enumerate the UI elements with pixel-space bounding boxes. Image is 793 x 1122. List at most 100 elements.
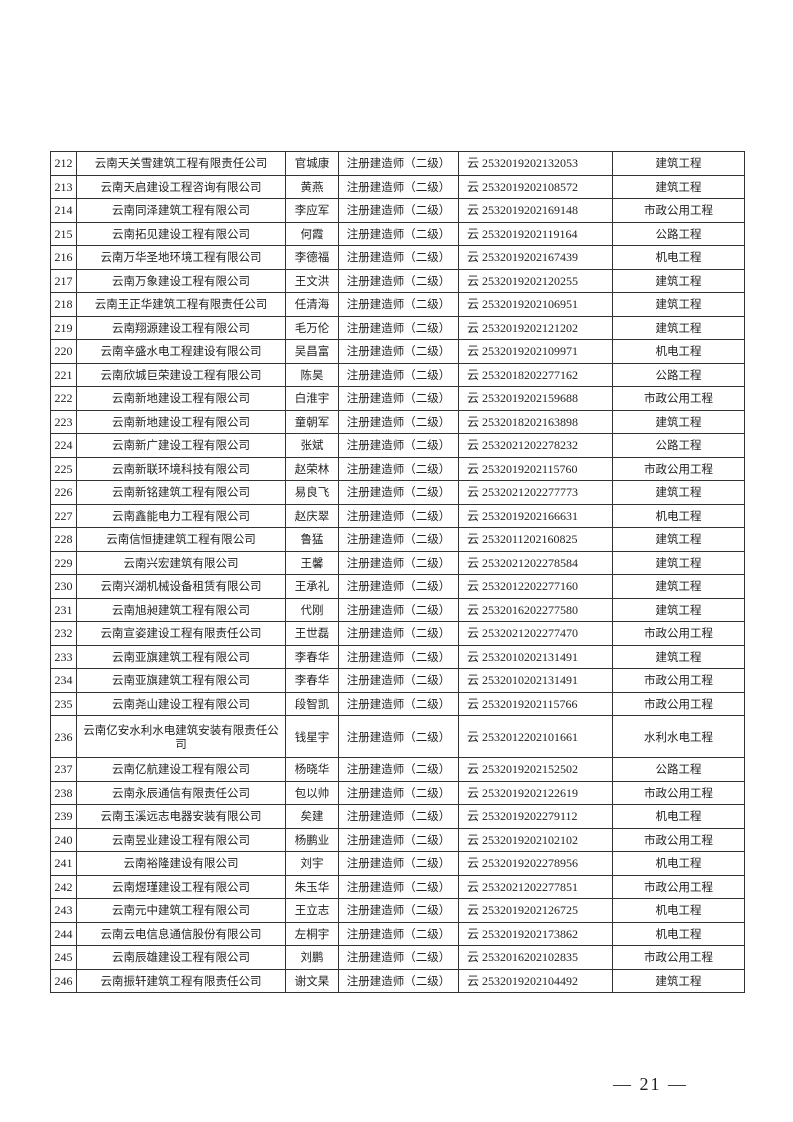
person-name: 毛万伦 <box>285 315 339 340</box>
qualification: 注册建造师（二级） <box>338 550 459 575</box>
company-name: 云南辛盛水电工程建设有限公司 <box>76 339 286 364</box>
person-name: 杨鹏业 <box>285 827 339 852</box>
table-row: 226 云南新铭建筑工程有限公司 易良飞 注册建造师（二级）云 25320212022… <box>50 480 745 505</box>
row-number: 225 <box>50 456 77 481</box>
specialty: 市政公用工程 <box>612 780 745 805</box>
qualification: 注册建造师（二级） <box>338 174 459 199</box>
certificate-number: 云 2532018202163898 <box>458 409 613 434</box>
specialty: 公路工程 <box>612 362 745 387</box>
certificate-number: 云 2532019202102102 <box>458 827 613 852</box>
row-number: 224 <box>50 433 77 458</box>
table-row: 236 云南亿安水利水电建筑安装有限责任公司 钱星宇 注册建造师（二级）云 25320… <box>50 715 745 758</box>
person-name: 易良飞 <box>285 480 339 505</box>
person-name: 刘鹏 <box>285 945 339 970</box>
qualification: 注册建造师（二级） <box>338 780 459 805</box>
table-row: 216 云南万华圣地环境工程有限公司 李德福 注册建造师（二级）云 253201920… <box>50 245 745 270</box>
company-name: 云南翔源建设工程有限公司 <box>76 315 286 340</box>
table-row: 230 云南兴湖机械设备租赁有限公司 王承礼 注册建造师（二级）云 253201220… <box>50 574 745 599</box>
table-row: 244 云南云电信息通信股份有限公司 左桐宇 注册建造师（二级）云 253201920… <box>50 921 745 946</box>
specialty: 建筑工程 <box>612 574 745 599</box>
company-name: 云南永辰通信有限责任公司 <box>76 780 286 805</box>
table-row: 219 云南翔源建设工程有限公司 毛万伦 注册建造师（二级）云 25320192021… <box>50 315 745 340</box>
qualification: 注册建造师（二级） <box>338 292 459 317</box>
certificate-number: 云 2532019202121202 <box>458 315 613 340</box>
specialty: 建筑工程 <box>612 597 745 622</box>
certificate-number: 云 2532019202120255 <box>458 268 613 293</box>
company-name: 云南亚旗建筑工程有限公司 <box>76 668 286 693</box>
row-number: 234 <box>50 668 77 693</box>
row-number: 233 <box>50 644 77 669</box>
company-name: 云南亚旗建筑工程有限公司 <box>76 644 286 669</box>
person-name: 矣建 <box>285 804 339 829</box>
person-name: 陈昊 <box>285 362 339 387</box>
table-row: 246 云南振轩建筑工程有限责任公司 谢文杲 注册建造师（二级）云 253201920… <box>50 968 745 993</box>
company-name: 云南天启建设工程咨询有限公司 <box>76 174 286 199</box>
certificate-number: 云 2532019202126725 <box>458 898 613 923</box>
company-name: 云南尧山建设工程有限公司 <box>76 691 286 716</box>
company-name: 云南振轩建筑工程有限责任公司 <box>76 968 286 993</box>
specialty: 机电工程 <box>612 339 745 364</box>
row-number: 229 <box>50 550 77 575</box>
person-name: 赵荣林 <box>285 456 339 481</box>
company-name: 云南煜瑾建设工程有限公司 <box>76 874 286 899</box>
company-name: 云南欣城巨荣建设工程有限公司 <box>76 362 286 387</box>
row-number: 245 <box>50 945 77 970</box>
certificate-number: 云 2532012202277160 <box>458 574 613 599</box>
row-number: 222 <box>50 386 77 411</box>
table-row: 215 云南拓见建设工程有限公司 何霞 注册建造师（二级）云 253201920211… <box>50 221 745 246</box>
company-name: 云南玉溪远志电器安装有限公司 <box>76 804 286 829</box>
qualification: 注册建造师（二级） <box>338 503 459 528</box>
company-name: 云南拓见建设工程有限公司 <box>76 221 286 246</box>
qualification: 注册建造师（二级） <box>338 898 459 923</box>
company-name: 云南辰雄建设工程有限公司 <box>76 945 286 970</box>
specialty: 市政公用工程 <box>612 386 745 411</box>
specialty: 建筑工程 <box>612 527 745 552</box>
row-number: 227 <box>50 503 77 528</box>
row-number: 240 <box>50 827 77 852</box>
person-name: 李德福 <box>285 245 339 270</box>
row-number: 212 <box>50 151 77 176</box>
specialty: 建筑工程 <box>612 644 745 669</box>
person-name: 李春华 <box>285 668 339 693</box>
qualification: 注册建造师（二级） <box>338 644 459 669</box>
row-number: 226 <box>50 480 77 505</box>
table-row: 231 云南旭昶建筑工程有限公司 代刚 注册建造师（二级）云 253201620227… <box>50 597 745 622</box>
certificate-number: 云 2532016202102835 <box>458 945 613 970</box>
certificate-number: 云 2532021202277470 <box>458 621 613 646</box>
specialty: 机电工程 <box>612 851 745 876</box>
qualification: 注册建造师（二级） <box>338 597 459 622</box>
qualification: 注册建造师（二级） <box>338 945 459 970</box>
specialty: 建筑工程 <box>612 151 745 176</box>
certificate-number: 云 2532019202279112 <box>458 804 613 829</box>
certificate-number: 云 2532021202277773 <box>458 480 613 505</box>
specialty: 市政公用工程 <box>612 198 745 223</box>
row-number: 216 <box>50 245 77 270</box>
table-row: 235 云南尧山建设工程有限公司 段智凯 注册建造师（二级）云 25320192021… <box>50 691 745 716</box>
person-name: 包以帅 <box>285 780 339 805</box>
qualification: 注册建造师（二级） <box>338 409 459 434</box>
row-number: 219 <box>50 315 77 340</box>
qualification: 注册建造师（二级） <box>338 691 459 716</box>
qualification: 注册建造师（二级） <box>338 480 459 505</box>
row-number: 241 <box>50 851 77 876</box>
table-row: 218 云南王正华建筑工程有限责任公司 任清海 注册建造师（二级）云 25320192… <box>50 292 745 317</box>
certificate-number: 云 2532019202278956 <box>458 851 613 876</box>
row-number: 244 <box>50 921 77 946</box>
table-row: 220 云南辛盛水电工程建设有限公司 吴昌富 注册建造师（二级）云 253201920… <box>50 339 745 364</box>
certificate-number: 云 2532019202167439 <box>458 245 613 270</box>
row-number: 232 <box>50 621 77 646</box>
certificate-number: 云 2532021202277851 <box>458 874 613 899</box>
person-name: 王世磊 <box>285 621 339 646</box>
specialty: 市政公用工程 <box>612 456 745 481</box>
table-row: 227 云南鑫能电力工程有限公司 赵庆翠 注册建造师（二级）云 25320192021… <box>50 503 745 528</box>
row-number: 217 <box>50 268 77 293</box>
qualification: 注册建造师（二级） <box>338 968 459 993</box>
qualification: 注册建造师（二级） <box>338 221 459 246</box>
person-name: 谢文杲 <box>285 968 339 993</box>
certificate-number: 云 2532016202277580 <box>458 597 613 622</box>
certificate-number: 云 2532019202173862 <box>458 921 613 946</box>
row-number: 218 <box>50 292 77 317</box>
person-name: 何霞 <box>285 221 339 246</box>
row-number: 237 <box>50 757 77 782</box>
qualification: 注册建造师（二级） <box>338 339 459 364</box>
